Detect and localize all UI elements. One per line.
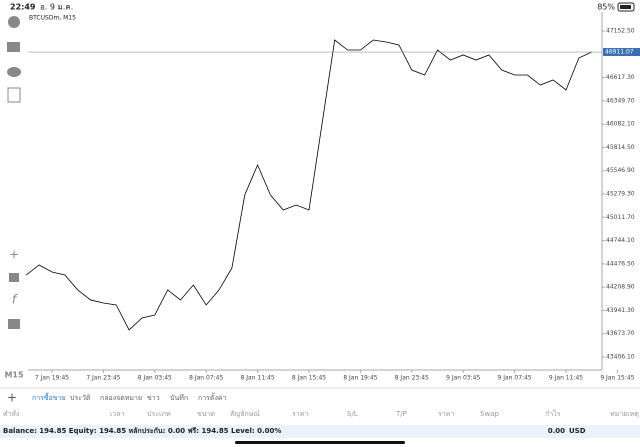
y-tick-label: 46617.30	[606, 74, 635, 81]
indicators-icon[interactable]: f	[12, 293, 18, 307]
objects-icon[interactable]	[8, 319, 20, 329]
x-tick-label: 8 Jan 07:45	[189, 375, 223, 382]
y-tick-label: 46082.10	[606, 121, 635, 128]
x-tick-label: 9 Jan 03:45	[446, 375, 480, 382]
y-tick-label: 47152.50	[606, 28, 635, 35]
tab[interactable]: กล่องจดหมาย	[100, 394, 142, 402]
timeframe[interactable]: M15	[4, 371, 24, 380]
x-tick-label: 8 Jan 23:45	[395, 375, 429, 382]
y-tick-label: 44208.90	[606, 284, 635, 291]
y-tick-label: 44476.50	[606, 260, 635, 267]
y-tick-label: 43406.10	[606, 354, 635, 361]
y-tick-label: 44744.10	[606, 237, 635, 244]
table-header: ขนาด	[197, 410, 215, 418]
y-tick-label: 45011.70	[606, 214, 635, 221]
table-header: ราคา	[292, 410, 308, 418]
x-tick-label: 7 Jan 19:45	[35, 375, 69, 382]
y-tick-label: 45546.90	[606, 167, 635, 174]
table-header: เวลา	[110, 410, 125, 418]
new-icon[interactable]	[7, 87, 21, 103]
add-button[interactable]: +	[7, 391, 17, 405]
status-date: อ. 9 ม.ค.	[40, 3, 73, 12]
trade-icon[interactable]	[7, 42, 20, 52]
tab[interactable]: การซื้อขาย	[32, 391, 66, 402]
current-price-tag	[603, 48, 640, 57]
summary-profit: 0.00	[548, 427, 565, 435]
table-header: ราคา	[438, 410, 454, 418]
tab[interactable]: ข่าว	[147, 394, 160, 402]
x-tick-label: 9 Jan 07:45	[498, 375, 532, 382]
account-icon[interactable]	[8, 16, 20, 28]
tab[interactable]: บันทึก	[170, 393, 188, 402]
y-tick-label: 46349.70	[606, 97, 635, 104]
x-tick-label: 9 Jan 15:45	[600, 375, 634, 382]
x-tick-label: 8 Jan 15:45	[292, 375, 326, 382]
crosshair-icon[interactable]: +	[9, 248, 19, 262]
status-battery: 85%	[597, 3, 615, 12]
y-tick-label: 45279.30	[606, 191, 635, 198]
table-header: คำสั่ง	[3, 409, 19, 418]
summary-currency: USD	[569, 427, 586, 435]
summary-bar	[0, 425, 640, 438]
table-header: สัญลักษณ์	[230, 410, 260, 418]
x-tick-label: 7 Jan 23:45	[86, 375, 120, 382]
summary-text: Balance: 194.85 Equity: 194.85 หลักประกั…	[3, 427, 281, 435]
y-tick-label: 43673.70	[606, 330, 635, 337]
tab[interactable]: ประวัติ	[70, 394, 91, 402]
y-tick-label: 43941.30	[606, 307, 635, 314]
tab[interactable]: การตั้งค่า	[198, 391, 227, 402]
home-indicator	[235, 441, 405, 444]
candles-icon[interactable]	[9, 273, 19, 282]
chat-icon[interactable]	[7, 67, 21, 77]
current-price-label: 46911.07	[605, 49, 634, 56]
chart-symbol: BTCUSDm, M15	[29, 15, 76, 22]
battery-level	[620, 5, 631, 9]
battery-icon	[617, 2, 635, 12]
status-time: 22:49	[10, 3, 36, 12]
x-tick-label: 8 Jan 11:45	[241, 375, 275, 382]
table-header: Swap	[480, 410, 499, 418]
table-header: หมายเหตุ	[610, 410, 639, 418]
price-line	[26, 39, 592, 331]
table-header: ประเภท	[147, 410, 171, 418]
x-tick-label: 8 Jan 19:45	[343, 375, 377, 382]
y-tick-label: 45814.50	[606, 144, 635, 151]
table-header: S/L	[347, 410, 358, 418]
x-tick-label: 9 Jan 11:45	[549, 375, 583, 382]
x-tick-label: 8 Jan 03:45	[138, 375, 172, 382]
table-header: T/P	[395, 410, 407, 418]
table-header: กำไร	[545, 409, 561, 418]
sidebar: + f M15	[4, 16, 24, 380]
